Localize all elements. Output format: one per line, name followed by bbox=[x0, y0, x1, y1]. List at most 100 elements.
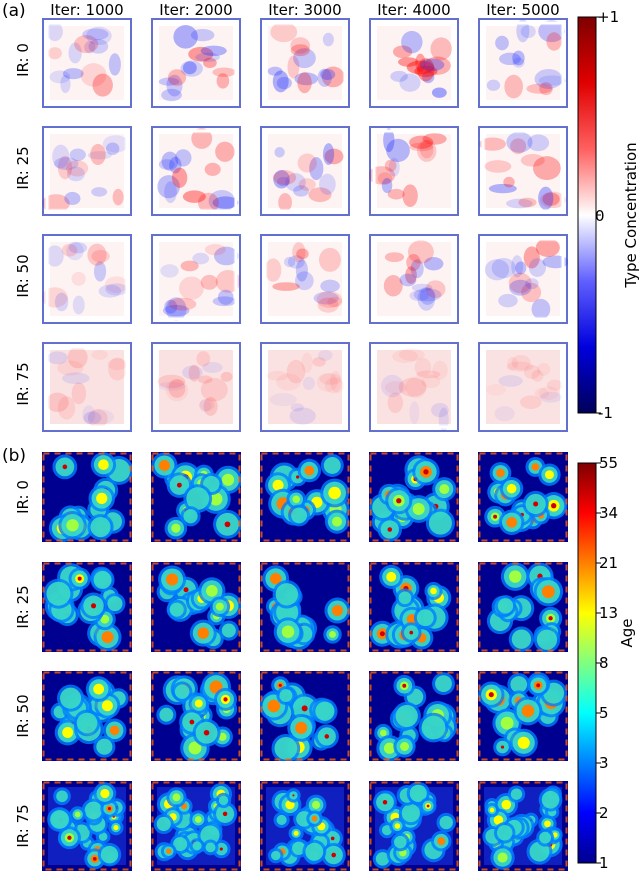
age-blob-core bbox=[194, 699, 203, 708]
age-map bbox=[369, 562, 459, 652]
age-blob bbox=[539, 831, 552, 844]
positive-blob bbox=[298, 178, 316, 191]
map-interior bbox=[486, 26, 560, 100]
positive-blob bbox=[191, 128, 213, 149]
map-interior bbox=[377, 242, 451, 316]
map-interior bbox=[268, 350, 342, 424]
positive-blob bbox=[165, 378, 189, 402]
positive-blob bbox=[90, 143, 106, 166]
negative-blob bbox=[515, 261, 527, 275]
age-blob-peak bbox=[92, 857, 97, 861]
positive-blob bbox=[383, 275, 403, 297]
age-blob-peak bbox=[90, 603, 97, 609]
positive-blob bbox=[71, 271, 86, 286]
age-blob-peak bbox=[224, 521, 231, 528]
type-concentration-map bbox=[151, 126, 241, 216]
negative-blob bbox=[105, 142, 120, 155]
negative-blob bbox=[506, 198, 533, 209]
age-blob-core bbox=[508, 570, 522, 583]
negative-blob bbox=[410, 259, 424, 279]
panel-b-label: (b) bbox=[2, 446, 26, 466]
age-blob-core bbox=[400, 742, 410, 751]
positive-blob bbox=[203, 397, 218, 416]
positive-blob bbox=[196, 351, 211, 367]
positive-blob bbox=[327, 296, 343, 308]
row-labels-b: IR: 0 IR: 25 IR: 50 IR: 75 bbox=[14, 480, 32, 848]
age-map bbox=[151, 562, 241, 652]
negative-blob bbox=[388, 157, 400, 177]
colorbar-tick-label: 55 bbox=[599, 454, 618, 472]
negative-blob bbox=[498, 293, 518, 308]
age-map bbox=[151, 452, 241, 542]
negative-blob bbox=[484, 259, 510, 281]
age-blob-peak bbox=[536, 683, 541, 688]
panel-a-label: (a) bbox=[2, 1, 26, 21]
negative-blob bbox=[538, 20, 565, 43]
age-blob-core bbox=[493, 815, 504, 825]
negative-blob bbox=[390, 70, 408, 82]
map-inner-rail bbox=[45, 345, 129, 429]
age-map bbox=[260, 562, 350, 652]
negative-blob bbox=[60, 75, 71, 94]
positive-blob bbox=[503, 176, 515, 188]
age-map bbox=[260, 671, 350, 761]
negative-blob bbox=[486, 79, 501, 91]
positive-blob bbox=[507, 356, 518, 370]
negative-blob bbox=[386, 138, 410, 163]
negative-blob bbox=[494, 406, 515, 422]
age-blob-core bbox=[521, 704, 535, 718]
age-map bbox=[369, 781, 459, 871]
age-blob bbox=[323, 457, 341, 474]
age-map bbox=[42, 671, 132, 761]
positive-blob bbox=[266, 370, 289, 381]
negative-blob bbox=[91, 187, 108, 197]
negative-blob bbox=[419, 287, 436, 305]
age-blob-core bbox=[281, 625, 295, 638]
positive-blob bbox=[387, 392, 404, 413]
negative-blob bbox=[192, 252, 210, 265]
negative-blob bbox=[62, 372, 90, 385]
map-border bbox=[42, 18, 132, 108]
colorbar-tick-label: -1 bbox=[598, 404, 613, 422]
age-blob-core bbox=[489, 807, 495, 813]
negative-blob bbox=[422, 70, 435, 84]
row-label: IR: 25 bbox=[14, 146, 32, 189]
age-map bbox=[42, 562, 132, 652]
age-blob-peak bbox=[324, 734, 330, 739]
age-blob-core bbox=[383, 742, 396, 754]
age-blob-peak bbox=[107, 807, 111, 811]
age-blob-core bbox=[544, 820, 551, 828]
positive-blob bbox=[204, 162, 221, 176]
positive-blob bbox=[91, 249, 110, 263]
column-label: Iter: 5000 bbox=[486, 1, 559, 19]
map-inner-rail bbox=[45, 21, 129, 105]
negative-blob bbox=[72, 295, 85, 315]
positive-blob bbox=[485, 383, 507, 396]
positive-blob bbox=[377, 172, 393, 185]
age-blob bbox=[291, 507, 308, 524]
negative-blob bbox=[182, 61, 197, 75]
negative-blob bbox=[49, 70, 71, 84]
map-inner-rail bbox=[481, 21, 565, 105]
age-map bbox=[478, 562, 568, 652]
age-blob-peak bbox=[423, 469, 429, 475]
age-blob bbox=[416, 609, 434, 627]
positive-blob bbox=[406, 60, 435, 75]
negative-blob bbox=[54, 292, 69, 312]
negative-blob bbox=[512, 57, 525, 68]
negative-blob bbox=[290, 403, 304, 412]
positive-blob bbox=[542, 192, 560, 206]
negative-blob bbox=[284, 256, 296, 268]
age-map bbox=[369, 452, 459, 542]
positive-blob bbox=[278, 193, 292, 212]
negative-blob bbox=[431, 402, 449, 418]
negative-blob bbox=[411, 283, 433, 292]
row-label: IR: 25 bbox=[14, 585, 32, 628]
age-blob bbox=[510, 788, 523, 800]
age-blob bbox=[60, 687, 82, 709]
positive-blob bbox=[204, 244, 226, 256]
negative-blob bbox=[276, 176, 290, 187]
negative-blob bbox=[276, 76, 292, 90]
age-map bbox=[478, 452, 568, 542]
